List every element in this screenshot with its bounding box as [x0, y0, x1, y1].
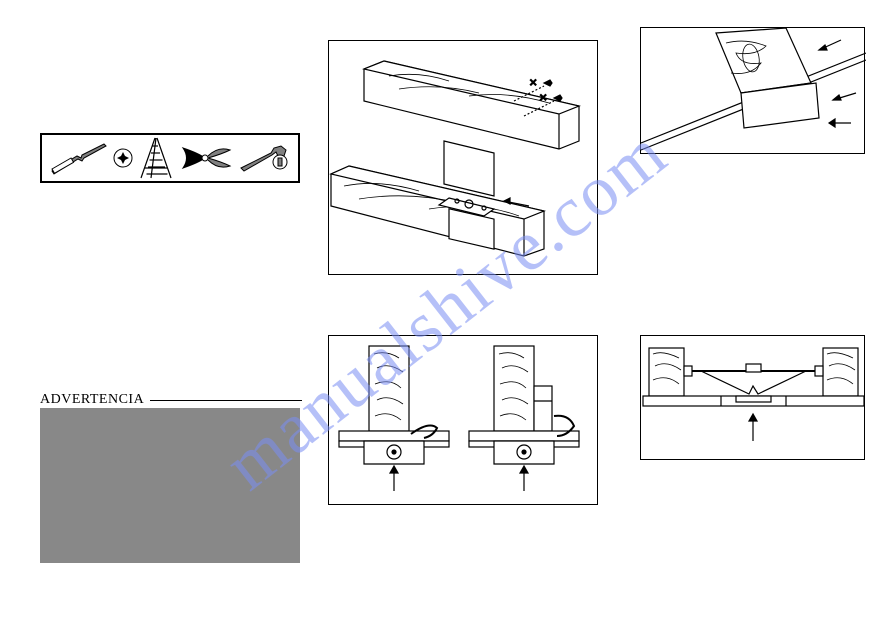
hanger-bar-figure	[640, 335, 865, 460]
advertencia-rule	[150, 400, 302, 401]
tools-required-figure	[40, 133, 300, 183]
pliers-icon	[178, 138, 233, 178]
ceiling-joist-figure: ✕ ✕	[328, 40, 598, 275]
ladder-icon	[137, 136, 175, 180]
svg-text:✕: ✕	[529, 78, 537, 89]
phillips-bit-icon	[112, 138, 134, 178]
advertencia-heading: ADVERTENCIA	[40, 392, 302, 408]
svg-text:✕: ✕	[539, 93, 547, 104]
advertencia-text: ADVERTENCIA	[40, 392, 144, 408]
wrench-icon	[236, 138, 291, 178]
warning-box	[40, 408, 300, 563]
beam-support-figure	[640, 27, 865, 154]
mounting-bracket-figure	[328, 335, 598, 505]
screwdriver-icon	[49, 138, 109, 178]
